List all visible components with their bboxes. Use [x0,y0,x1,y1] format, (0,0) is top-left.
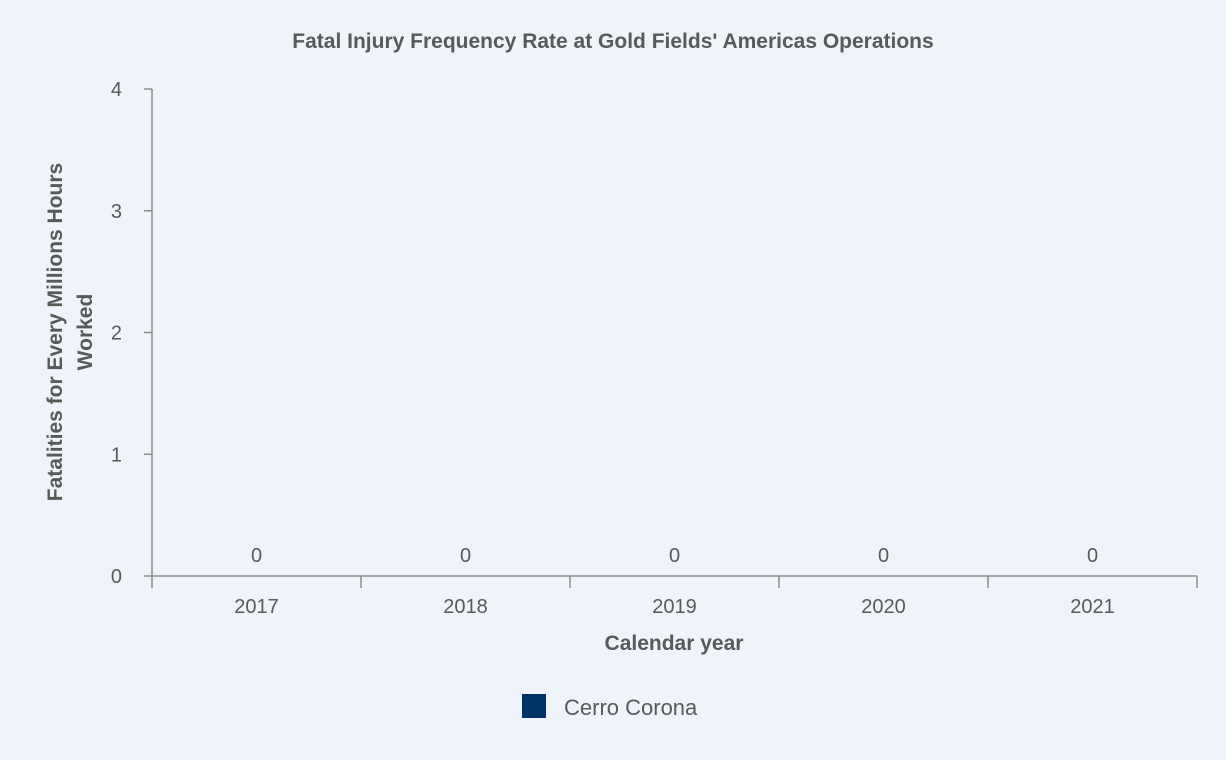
y-tick-label-1: 1 [111,444,122,466]
data-label-2019: 0 [669,545,680,567]
x-tick-label-2021: 2021 [1070,596,1115,618]
chart-marks: 0 1 2 3 4 0 2017 0 2018 0 2019 0 2020 0 2021 [111,79,1198,618]
y-tick-label-4: 4 [111,79,122,101]
data-label-2017: 0 [251,545,262,567]
legend-label-cerro-corona: Cerro Corona [564,695,698,720]
legend-swatch-cerro-corona [522,694,546,718]
data-label-2020: 0 [878,545,889,567]
x-tick-label-2019: 2019 [652,596,697,618]
y-tick-label-3: 3 [111,201,122,223]
y-axis-title-line-2: Worked [74,294,97,371]
x-axis-title: Calendar year [605,632,744,655]
chart-title: Fatal Injury Frequency Rate at Gold Fiel… [292,30,933,53]
y-axis-title-line-1: Fatalities for Every Millions Hours [44,163,67,501]
y-tick-label-2: 2 [111,323,122,345]
data-label-2018: 0 [460,545,471,567]
x-tick-label-2020: 2020 [861,596,906,618]
y-tick-label-0: 0 [111,566,122,588]
x-tick-label-2017: 2017 [234,596,279,618]
x-tick-label-2018: 2018 [443,596,488,618]
data-label-2021: 0 [1087,545,1098,567]
